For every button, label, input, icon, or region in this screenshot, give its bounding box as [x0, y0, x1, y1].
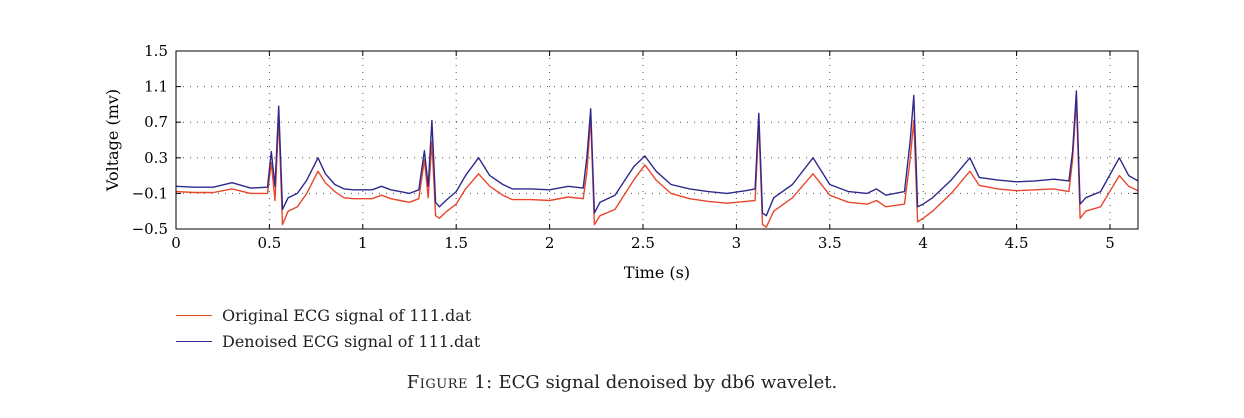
x-tick-label: 3: [732, 234, 742, 252]
x-tick-label: 5: [1105, 234, 1115, 252]
legend-item-original: Original ECG signal of 111.dat: [176, 302, 480, 328]
series-line-denoised: [175, 90, 1139, 217]
x-tick-label: 0: [171, 234, 181, 252]
legend: Original ECG signal of 111.dat Denoised …: [176, 302, 480, 354]
figure-caption: Figure 1: ECG signal denoised by db6 wav…: [0, 372, 1244, 393]
x-tick-label: 2.5: [631, 234, 655, 252]
y-axis-title: Voltage (mv): [103, 89, 122, 192]
series-line-original: [175, 99, 1139, 228]
legend-item-denoised: Denoised ECG signal of 111.dat: [176, 328, 480, 354]
axis-ticks: 0 0.5 1 1.5 2 2.5 3 3.5 4 4.5 5 −0.5 −0.1 0.3 0.7 1.1 1.…: [132, 42, 1138, 252]
ecg-chart: 0 0.5 1 1.5 2 2.5 3 3.5 4 4.5 5 −0.5 −0.1 0.3 0.7 1.1 1.…: [103, 42, 1139, 282]
grid: [175, 50, 1138, 230]
x-tick-label: 3.5: [818, 234, 842, 252]
x-tick-label: 0.5: [257, 234, 281, 252]
y-tick-label: 0.3: [144, 149, 168, 167]
caption-text: ECG signal denoised by db6 wavelet.: [498, 372, 838, 393]
x-tick-label: 1.5: [444, 234, 468, 252]
y-tick-label: 0.7: [144, 113, 168, 131]
plot-frame: [175, 50, 1139, 230]
x-tick-label: 1: [358, 234, 368, 252]
caption-prefix: Figure 1:: [406, 372, 493, 393]
legend-swatch-original: [176, 314, 212, 316]
legend-label-original: Original ECG signal of 111.dat: [222, 305, 472, 325]
y-tick-label: 1.5: [144, 42, 168, 60]
x-tick-label: 4.5: [1005, 234, 1029, 252]
legend-label-denoised: Denoised ECG signal of 111.dat: [222, 331, 481, 351]
y-tick-label: −0.1: [132, 184, 168, 202]
legend-swatch-denoised: [176, 340, 212, 342]
x-tick-label: 2: [545, 234, 555, 252]
y-tick-label: −0.5: [132, 220, 168, 238]
series-group: [175, 90, 1139, 228]
x-tick-label: 4: [918, 234, 928, 252]
x-axis-title: Time (s): [624, 263, 690, 282]
y-tick-label: 1.1: [144, 78, 168, 96]
